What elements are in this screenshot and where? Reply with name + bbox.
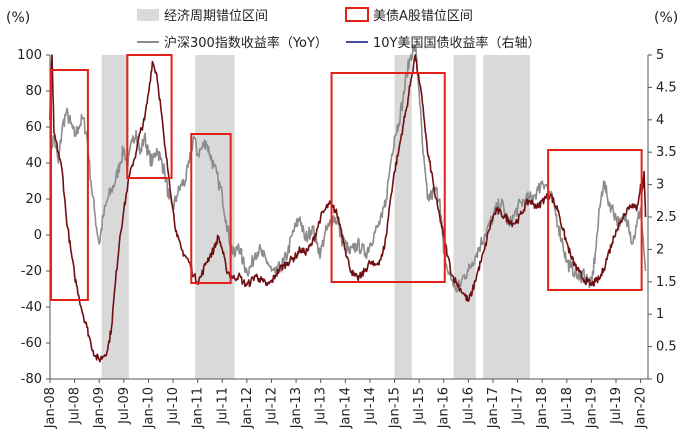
- left-tick-label: 20: [25, 192, 42, 207]
- cycle-mismatch-bands: [101, 55, 530, 379]
- left-tick-label: 100: [17, 48, 42, 63]
- left-tick-label: 80: [25, 84, 42, 99]
- cycle-band-0: [101, 55, 129, 379]
- legend-csi300-label: 沪深300指数收益率（YoY）: [164, 35, 328, 51]
- right-tick-label: 4.5: [656, 80, 677, 95]
- x-tick-label: Jul-16: [461, 387, 476, 425]
- left-tick-label: 60: [25, 120, 42, 135]
- right-tick-label: 2: [656, 242, 664, 257]
- x-tick-label: Jan-16: [437, 387, 452, 429]
- right-tick-label: 1: [656, 307, 664, 322]
- x-tick-label: Jul-09: [117, 387, 132, 425]
- csi300-line: [49, 44, 647, 293]
- x-tick-label: Jul-15: [412, 387, 427, 425]
- x-tick-label: Jul-14: [363, 387, 378, 425]
- left-tick-label: 0: [34, 228, 42, 243]
- x-tick-label: Jul-19: [609, 387, 624, 425]
- cycle-band-2: [394, 55, 412, 379]
- x-tick-label: Jul-17: [511, 387, 526, 425]
- legend: 经济周期错位区间 美债A股错位区间 沪深300指数收益率（YoY） 10Y美国国…: [137, 7, 540, 51]
- legend-us10y-label: 10Y美国国债收益率（右轴）: [373, 35, 540, 51]
- right-tick-label: 2.5: [656, 210, 677, 225]
- x-tick-label: Jul-11: [215, 387, 230, 425]
- left-tick-label: -60: [21, 336, 42, 351]
- x-tick-label: Jul-12: [264, 387, 279, 425]
- us10y-line: [49, 54, 647, 363]
- x-tick-label: Jul-08: [68, 387, 83, 425]
- left-tick-label: -80: [21, 372, 42, 387]
- legend-red-box-label: 美债A股错位区间: [373, 9, 473, 24]
- cycle-band-1: [195, 55, 235, 379]
- legend-red-box-swatch: [345, 7, 369, 22]
- x-tick-label: Jan-10: [141, 387, 156, 429]
- right-tick-label: 3.5: [656, 145, 677, 160]
- cycle-band-3: [453, 55, 476, 379]
- x-tick-label: Jan-18: [535, 387, 550, 429]
- right-tick-label: 0: [656, 372, 664, 387]
- right-tick-label: 1.5: [656, 275, 677, 290]
- mismatch-box-1: [126, 54, 173, 179]
- x-tick-label: Jan-08: [43, 387, 58, 429]
- left-tick-label: 40: [25, 156, 42, 171]
- x-tick-label: Jan-09: [92, 387, 107, 429]
- mismatch-box-4: [547, 149, 643, 291]
- legend-gray-band-label: 经济周期错位区间: [164, 9, 268, 24]
- right-tick-label: 3: [656, 178, 664, 193]
- mismatch-boxes: [50, 54, 643, 301]
- mismatch-box-0: [50, 69, 89, 301]
- series-lines: [49, 44, 647, 363]
- right-tick-label: 4: [656, 113, 664, 128]
- mismatch-box-3: [330, 72, 446, 283]
- x-tick-label: Jan-14: [338, 387, 353, 429]
- x-tick-label: Jan-12: [240, 387, 255, 429]
- mismatch-box-2: [190, 133, 232, 284]
- x-tick-label: Jan-15: [388, 387, 403, 429]
- x-tick-label: Jan-19: [584, 387, 599, 429]
- left-tick-label: -20: [21, 264, 42, 279]
- right-axis-unit: (%): [654, 10, 678, 26]
- left-tick-label: -40: [21, 300, 42, 315]
- x-tick-label: Jul-13: [314, 387, 329, 425]
- right-tick-label: 5: [656, 48, 664, 63]
- left-axis-unit: (%): [6, 10, 30, 26]
- x-tick-label: Jan-17: [486, 387, 501, 429]
- x-tick-label: Jan-20: [634, 387, 649, 429]
- x-tick-label: Jan-13: [289, 387, 304, 429]
- legend-gray-band-swatch: [137, 9, 159, 21]
- x-tick-label: Jan-11: [191, 387, 206, 429]
- x-tick-label: Jul-10: [166, 387, 181, 425]
- x-tick-label: Jul-18: [560, 387, 575, 425]
- right-tick-label: 0.5: [656, 340, 677, 355]
